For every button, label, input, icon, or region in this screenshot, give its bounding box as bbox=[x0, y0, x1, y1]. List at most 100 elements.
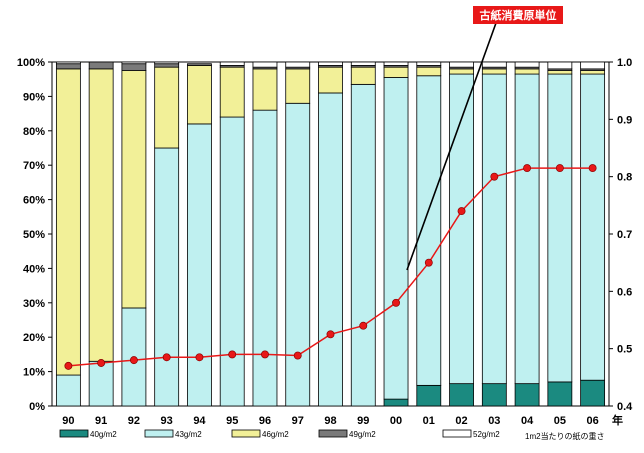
bar-segment-46g-m2 bbox=[318, 66, 343, 94]
bar-segment-40g-m2 bbox=[416, 384, 442, 407]
bar-segment-52g-m2 bbox=[55, 61, 81, 65]
bar-segment-40g-m2 bbox=[383, 398, 409, 407]
line-marker bbox=[162, 353, 171, 362]
x-tick-label: 05 bbox=[554, 415, 566, 427]
legend-label: 46g/m2 bbox=[262, 430, 289, 439]
line-marker bbox=[457, 207, 466, 216]
bar-segment-40g-m2 bbox=[547, 381, 573, 407]
right-tick-label: 1.0 bbox=[617, 57, 632, 69]
bar-segment-40g-m2 bbox=[449, 383, 474, 407]
bar-segment-46g-m2 bbox=[547, 70, 573, 75]
right-tick-label: 0.9 bbox=[617, 114, 632, 126]
left-tick-label: 60% bbox=[23, 195, 45, 207]
x-tick-label: 94 bbox=[193, 415, 206, 427]
bar-segment-43g-m2 bbox=[481, 73, 507, 385]
bar-segment-43g-m2 bbox=[219, 116, 245, 407]
left-tick-label: 90% bbox=[23, 91, 45, 103]
bar-segment-43g-m2 bbox=[55, 374, 81, 407]
bar-segment-40g-m2 bbox=[481, 383, 507, 407]
bar-segment-52g-m2 bbox=[121, 61, 147, 65]
legend-label: 43g/m2 bbox=[175, 430, 202, 439]
line-marker bbox=[588, 164, 597, 173]
bar-segment-46g-m2 bbox=[55, 68, 81, 376]
legend-label: 40g/m2 bbox=[90, 430, 117, 439]
bar-segment-43g-m2 bbox=[350, 83, 376, 407]
left-tick-label: 40% bbox=[23, 263, 45, 275]
line-marker bbox=[392, 298, 400, 307]
right-tick-label: 0.6 bbox=[617, 286, 632, 298]
bar-segment-52g-m2 bbox=[285, 61, 311, 68]
line-marker bbox=[97, 359, 106, 367]
x-tick-label: 92 bbox=[128, 415, 140, 427]
bar-segment-43g-m2 bbox=[154, 147, 180, 407]
x-tick-label: 93 bbox=[161, 415, 173, 427]
line-marker bbox=[261, 350, 269, 359]
bar-segment-52g-m2 bbox=[219, 61, 245, 66]
left-tick-label: 0% bbox=[29, 401, 45, 413]
bar-segment-49g-m2 bbox=[154, 63, 180, 68]
bar-segment-43g-m2 bbox=[580, 73, 606, 381]
right-tick-label: 0.5 bbox=[617, 344, 632, 356]
legend-swatch bbox=[144, 429, 174, 438]
line-marker bbox=[195, 353, 204, 362]
bar-segment-43g-m2 bbox=[285, 102, 311, 407]
x-tick-label: 91 bbox=[95, 415, 107, 427]
bar-segment-43g-m2 bbox=[252, 109, 278, 407]
legend-swatch bbox=[318, 429, 348, 438]
x-tick-label: 01 bbox=[423, 415, 435, 427]
bar-segment-46g-m2 bbox=[121, 70, 147, 309]
x-tick-label: 99 bbox=[357, 415, 369, 427]
bar-segment-46g-m2 bbox=[383, 66, 409, 78]
bar-segment-52g-m2 bbox=[514, 61, 540, 68]
line-marker bbox=[424, 258, 433, 267]
right-tick-label: 0.7 bbox=[617, 229, 632, 241]
annotation-label: 古紙消費原単位 bbox=[480, 8, 557, 22]
bar-segment-52g-m2 bbox=[350, 61, 376, 66]
left-tick-label: 50% bbox=[23, 229, 45, 241]
left-tick-label: 20% bbox=[23, 332, 45, 344]
x-tick-label: 02 bbox=[455, 415, 467, 427]
line-marker bbox=[228, 350, 237, 359]
x-tick-label: 06 bbox=[586, 415, 598, 427]
bar-segment-46g-m2 bbox=[514, 68, 540, 75]
x-tick-label: 97 bbox=[292, 415, 304, 427]
x-tick-label: 98 bbox=[324, 415, 336, 427]
legend-label: 52g/m2 bbox=[473, 430, 500, 439]
line-marker bbox=[326, 330, 335, 339]
bar-segment-52g-m2 bbox=[154, 61, 180, 65]
bar-segment-52g-m2 bbox=[416, 61, 442, 66]
x-tick-label: 90 bbox=[62, 415, 74, 427]
bar-segment-46g-m2 bbox=[219, 66, 245, 118]
left-tick-label: 70% bbox=[23, 160, 45, 172]
left-tick-label: 30% bbox=[23, 298, 45, 310]
line-marker bbox=[293, 351, 302, 360]
legend-swatch bbox=[59, 429, 89, 438]
bar-segment-43g-m2 bbox=[416, 75, 442, 386]
line-marker bbox=[64, 361, 73, 370]
bar-segment-52g-m2 bbox=[318, 61, 343, 66]
bar-segment-43g-m2 bbox=[383, 77, 409, 400]
bar-segment-52g-m2 bbox=[547, 61, 573, 70]
bar-segment-46g-m2 bbox=[350, 66, 376, 85]
x-tick-label: 04 bbox=[521, 415, 534, 427]
legend-swatch bbox=[231, 429, 261, 438]
right-tick-label: 0.4 bbox=[617, 401, 633, 413]
bar-segment-52g-m2 bbox=[449, 61, 474, 68]
left-tick-label: 10% bbox=[23, 367, 45, 379]
line-marker bbox=[359, 321, 368, 330]
legend-label: 49g/m2 bbox=[349, 430, 376, 439]
legend-swatch bbox=[442, 429, 472, 438]
annotation-leader bbox=[406, 22, 497, 271]
right-tick-label: 0.8 bbox=[617, 172, 632, 184]
bar-segment-43g-m2 bbox=[187, 123, 212, 407]
bar-segment-49g-m2 bbox=[55, 63, 81, 70]
bar-segment-46g-m2 bbox=[449, 68, 474, 75]
bar-segment-52g-m2 bbox=[383, 61, 409, 66]
bar-segment-49g-m2 bbox=[121, 63, 147, 72]
x-tick-label: 95 bbox=[226, 415, 238, 427]
line-marker bbox=[490, 172, 499, 181]
bar-segment-46g-m2 bbox=[88, 68, 114, 362]
bar-segment-52g-m2 bbox=[252, 61, 278, 68]
bar-segment-46g-m2 bbox=[580, 70, 606, 75]
